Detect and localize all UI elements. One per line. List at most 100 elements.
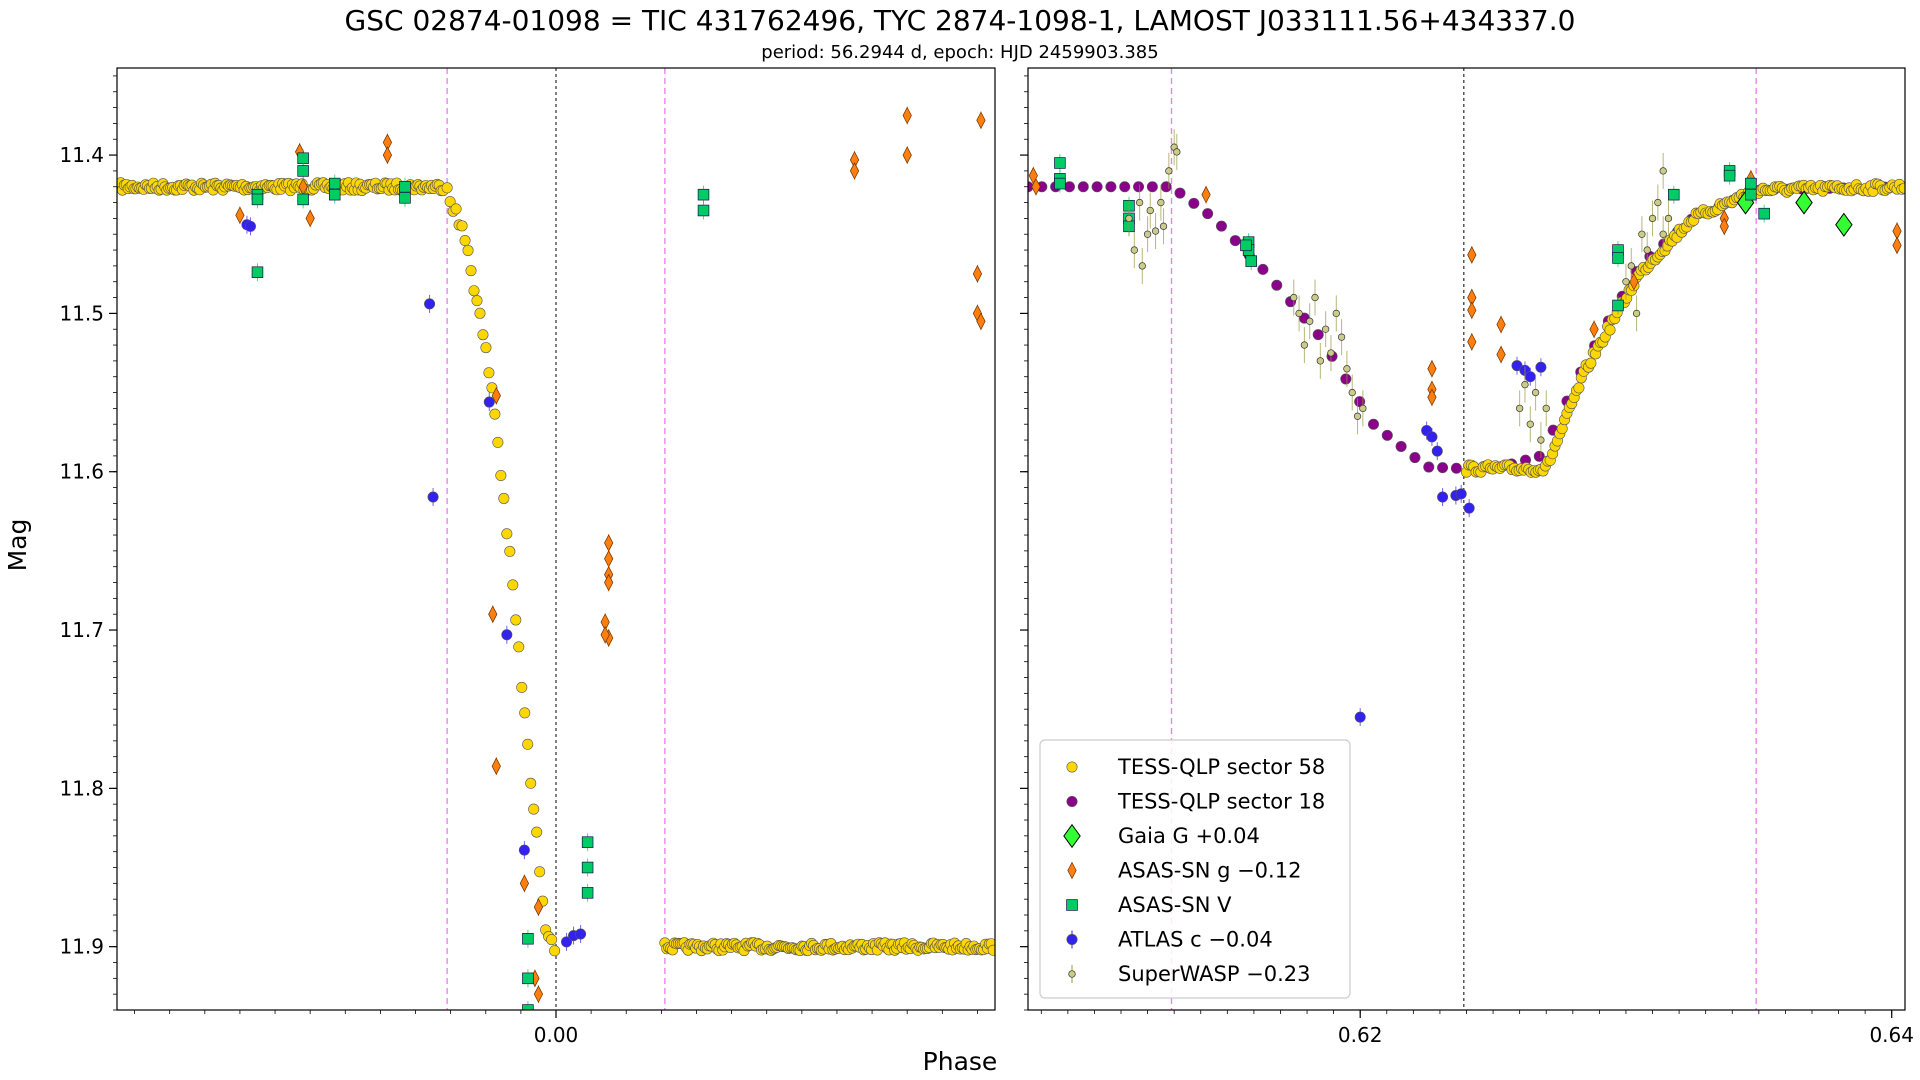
legend-entry: TESS-QLP sector 58 <box>1066 755 1325 779</box>
data-point <box>483 367 495 379</box>
chart-subtitle: period: 56.2944 d, epoch: HJD 2459903.38… <box>761 42 1158 63</box>
data-point <box>1188 197 1200 209</box>
y-tick-label: 11.7 <box>59 618 104 642</box>
data-point <box>495 470 507 482</box>
data-point <box>450 203 462 215</box>
data-point <box>1463 502 1475 514</box>
data-point <box>1409 452 1421 464</box>
data-point <box>477 329 489 341</box>
y-tick-label: 11.5 <box>59 301 104 325</box>
data-point <box>546 934 558 946</box>
data-point <box>1031 177 1041 196</box>
data-point <box>1173 148 1181 156</box>
data-point <box>501 528 513 540</box>
legend-marker <box>1068 970 1076 978</box>
data-point <box>1664 214 1673 223</box>
data-point <box>522 933 534 945</box>
data-point <box>1105 181 1117 193</box>
data-point <box>1159 222 1168 230</box>
data-point <box>1589 320 1599 338</box>
data-point <box>1337 333 1346 341</box>
data-point <box>1381 429 1393 441</box>
data-point <box>297 193 309 206</box>
legend-entry: TESS-QLP sector 18 <box>1066 790 1325 814</box>
data-point <box>1537 436 1545 444</box>
data-point <box>1573 382 1585 394</box>
y-axis-label: Mag <box>3 519 32 572</box>
data-point <box>1622 278 1630 286</box>
legend-label: ATLAS c −0.04 <box>1118 928 1273 952</box>
data-point <box>491 757 501 775</box>
data-point <box>519 874 529 893</box>
data-point <box>468 285 480 297</box>
legend-entry: ASAS-SN V <box>1066 893 1232 917</box>
data-point <box>1612 299 1624 312</box>
y-tick-label: 11.6 <box>59 460 104 484</box>
data-point <box>504 545 516 557</box>
legend-entry: ASAS-SN g −0.12 <box>1067 859 1301 883</box>
data-point <box>1332 309 1340 318</box>
data-point <box>244 220 256 232</box>
data-point <box>235 206 245 224</box>
legend-marker <box>1066 761 1078 773</box>
data-point <box>1229 235 1241 247</box>
data-point <box>522 738 534 750</box>
data-point <box>1668 188 1680 201</box>
series-group <box>1125 129 1673 459</box>
data-point <box>1524 371 1536 383</box>
data-point <box>1643 246 1651 254</box>
legend-marker <box>1066 795 1078 807</box>
data-point <box>474 307 486 319</box>
data-point <box>1367 418 1379 430</box>
data-point <box>1133 181 1145 193</box>
data-point <box>1467 333 1477 351</box>
plot-area <box>117 106 995 1010</box>
legend-label: TESS-QLP sector 58 <box>1117 755 1325 779</box>
data-point <box>459 235 471 247</box>
data-point <box>480 342 492 354</box>
data-point <box>1295 309 1303 318</box>
data-point <box>427 491 439 503</box>
data-point <box>518 844 530 856</box>
data-point <box>1146 206 1154 215</box>
data-point <box>534 866 546 878</box>
data-point <box>575 928 587 940</box>
data-point <box>1423 461 1435 473</box>
data-point <box>489 408 501 420</box>
data-point <box>1157 198 1165 207</box>
series-group <box>1028 181 1905 474</box>
chart-title: GSC 02874-01098 = TIC 431762496, TYC 287… <box>345 4 1576 37</box>
data-point <box>1321 325 1330 333</box>
data-point <box>1604 324 1616 336</box>
data-point <box>1531 388 1540 397</box>
data-point <box>1431 445 1443 457</box>
data-point <box>510 614 522 626</box>
data-point <box>1202 208 1214 220</box>
data-point <box>1745 188 1757 201</box>
data-point <box>533 898 544 916</box>
data-point <box>471 295 483 307</box>
data-point <box>1427 360 1437 378</box>
data-point <box>399 192 411 204</box>
legend-label: Gaia G +0.04 <box>1118 824 1260 848</box>
data-point <box>492 436 504 448</box>
data-point <box>549 945 561 957</box>
data-point <box>1245 255 1257 267</box>
data-point <box>1648 214 1657 223</box>
data-point <box>1130 246 1138 254</box>
data-point <box>441 182 453 194</box>
data-point <box>525 777 537 789</box>
data-point <box>1723 169 1736 182</box>
series-group <box>1028 166 1902 407</box>
data-point <box>507 579 519 591</box>
legend-entry: SuperWASP −0.23 <box>1068 962 1311 986</box>
data-point <box>1146 181 1158 193</box>
data-point <box>522 972 534 985</box>
data-point <box>604 534 614 552</box>
data-point <box>513 641 525 653</box>
data-point <box>533 985 544 1003</box>
data-point <box>849 162 860 180</box>
data-point <box>972 265 983 283</box>
data-point <box>1165 167 1173 175</box>
